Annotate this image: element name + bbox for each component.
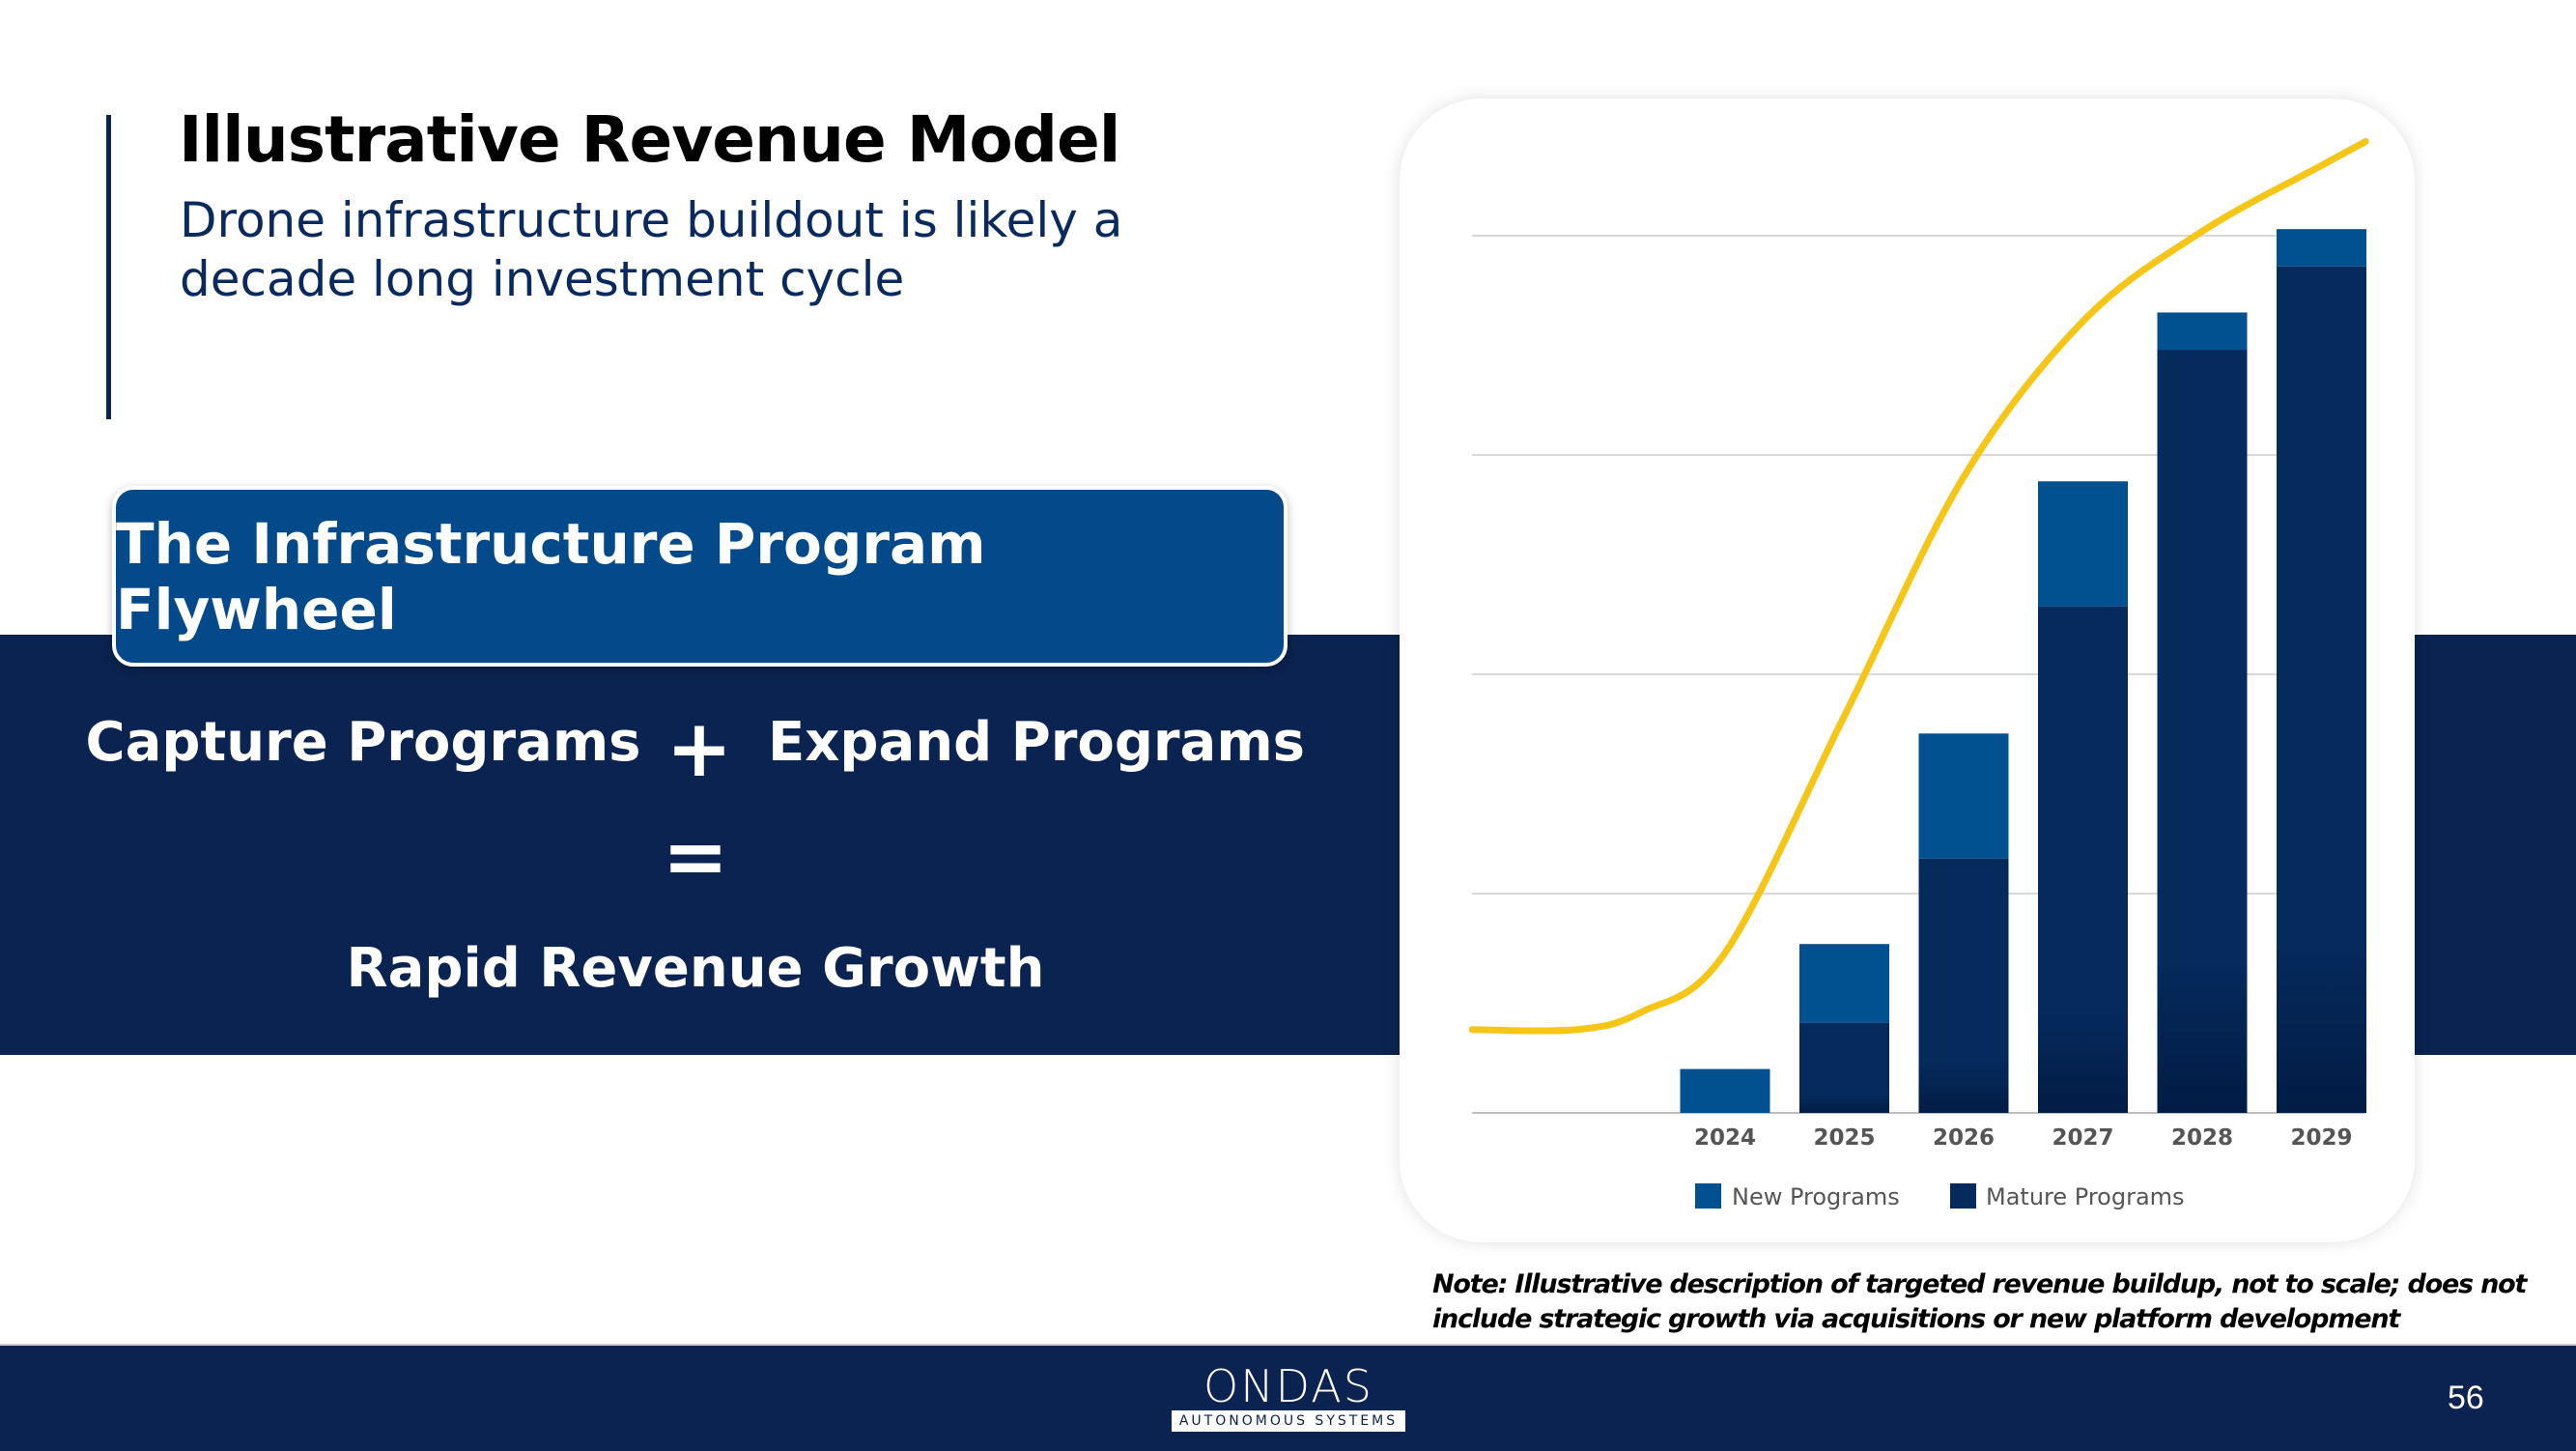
legend-swatch-new-programs xyxy=(1695,1183,1721,1209)
x-tick-label: 2028 xyxy=(2171,1125,2233,1151)
logo-wordmark: ONDAS xyxy=(1203,1360,1373,1412)
footer-bar xyxy=(0,1344,2576,1451)
bar-new-programs-2028 xyxy=(2157,312,2248,351)
flywheel-title: The Infrastructure Program Flywheel xyxy=(116,510,986,642)
capture-programs-label: Capture Programs xyxy=(85,711,641,774)
title-accent-line xyxy=(106,115,111,419)
bar-mature-programs-2027 xyxy=(2038,606,2128,1113)
bar-new-programs-2026 xyxy=(1918,733,2009,859)
bar-new-programs-2029 xyxy=(2277,229,2366,267)
x-tick-label: 2026 xyxy=(1933,1125,1995,1151)
page-number: 56 xyxy=(2448,1380,2484,1416)
bar-mature-programs-2029 xyxy=(2277,266,2366,1113)
bar-mature-programs-2028 xyxy=(2157,350,2248,1113)
plus-sign: + xyxy=(665,703,733,795)
expand-programs-label: Expand Programs xyxy=(767,711,1306,774)
logo-tagline: AUTONOMOUS SYSTEMS xyxy=(1172,1410,1405,1432)
bar-new-programs-2024 xyxy=(1680,1068,1770,1113)
rapid-revenue-growth-label: Rapid Revenue Growth xyxy=(346,937,1045,1000)
revenue-chart: 2024 2025 2026 2027 2028 2029 New Programs Matu… xyxy=(1468,137,2369,1210)
ondas-logo: ONDAS AUTONOMOUS SYSTEMS xyxy=(1172,1364,1405,1432)
flywheel-title-box: The Infrastructure Program Flywheel xyxy=(112,486,1288,667)
bar-mature-programs-2026 xyxy=(1918,858,2009,1113)
x-tick-label: 2025 xyxy=(1813,1125,1875,1151)
bar-new-programs-2025 xyxy=(1799,944,1889,1023)
chart-card: 2024 2025 2026 2027 2028 2029 New Programs Matu… xyxy=(1400,99,2415,1242)
bar-mature-programs-2025 xyxy=(1799,1022,1889,1113)
legend-swatch-mature-programs xyxy=(1950,1183,1976,1209)
x-tick-label: 2029 xyxy=(2290,1125,2352,1151)
footnote: Note: Illustrative description of target… xyxy=(1432,1269,2527,1334)
x-tick-label: 2027 xyxy=(2052,1125,2113,1151)
legend-label-mature-programs: Mature Programs xyxy=(1986,1183,2185,1210)
equals-sign: = xyxy=(662,811,729,903)
page-title: Illustrative Revenue Model xyxy=(179,102,1120,177)
legend-label-new-programs: New Programs xyxy=(1732,1183,1900,1210)
growth-curve-line xyxy=(1468,137,2369,1035)
x-tick-label: 2024 xyxy=(1694,1125,1756,1151)
page-subtitle: Drone infrastructure buildout is likely … xyxy=(180,192,1123,307)
bar-new-programs-2027 xyxy=(2038,481,2128,607)
